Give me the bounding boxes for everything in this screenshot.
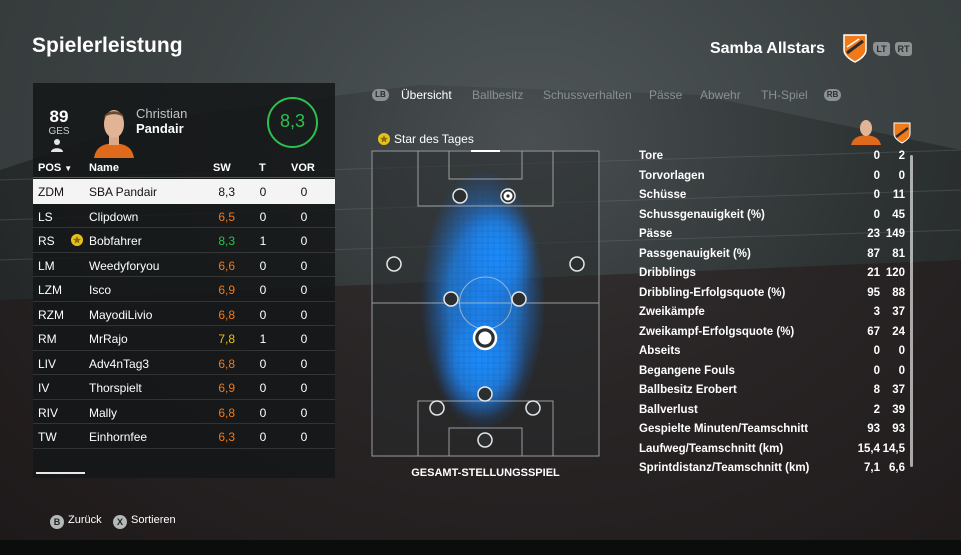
stats-list: Tore 0 2 Torvorlagen 0 0 Schüsse 0 11 Schussge… (639, 147, 909, 479)
stat-row: Ballverlust 2 39 (639, 403, 905, 416)
sort-label: Sortieren (131, 514, 176, 526)
column-vor[interactable]: VOR (291, 162, 315, 174)
lt-button[interactable]: LT (873, 42, 890, 56)
club-crest-icon (843, 34, 867, 63)
player-markers (386, 188, 585, 448)
marker-liv (429, 400, 445, 416)
bottom-band (0, 540, 961, 555)
player-photo (94, 110, 134, 158)
table-row[interactable]: RZM MayodiLivio 6,8 0 0 (33, 302, 335, 326)
table-row[interactable]: RIV Mally 6,8 0 0 (33, 400, 335, 424)
positioning-heatmap (371, 150, 600, 457)
tab-ballbesitz[interactable]: Ballbesitz (472, 88, 524, 102)
column-name[interactable]: Name (89, 162, 119, 174)
stat-row: Sprintdistanz/Teamschnitt (km) 7,1 6,6 (639, 462, 905, 474)
table-row[interactable]: LS Clipdown 6,5 0 0 (33, 204, 335, 228)
stat-row: Zweikämpfe 3 37 (639, 306, 905, 318)
marker-rm (569, 256, 585, 272)
table-row[interactable]: TW Einhornfee 6,3 0 0 (33, 424, 335, 449)
marker-tw (477, 432, 493, 448)
marker-iv (477, 386, 493, 402)
star-of-day: Star des Tages (378, 132, 474, 146)
tab-uebersicht[interactable]: Übersicht (401, 88, 452, 102)
team-name: Samba Allstars (709, 40, 825, 57)
overall-label: GES (48, 126, 70, 137)
player-first-name: Christian (136, 106, 188, 121)
table-row[interactable]: RS Bobfahrer 8,3 1 0 (33, 228, 335, 253)
star-of-day-label: Star des Tages (394, 132, 474, 146)
table-scroll-indicator (36, 472, 85, 474)
table-header: POS ▼ Name SW T VOR (33, 158, 335, 178)
table-row[interactable]: LM Weedyforyou 6,6 0 0 (33, 253, 335, 277)
table-row[interactable]: RM MrRajo 7,8 1 0 (33, 326, 335, 351)
sort-arrow-icon: ▼ (64, 164, 73, 173)
stat-row: Laufweg/Teamschnitt (km) 15,4 14,5 (639, 442, 905, 455)
marker-riv (525, 400, 541, 416)
tab-paesse[interactable]: Pässe (649, 88, 683, 102)
match-rating: 8,3 (279, 111, 306, 131)
overall-value: 89 (49, 107, 69, 126)
lb-button[interactable]: LB (372, 89, 389, 101)
marker-ls (452, 188, 468, 204)
marker-lzm (443, 291, 459, 307)
stat-row: Abseits 0 0 (639, 345, 905, 357)
stat-row: Tore 0 2 (639, 150, 905, 162)
stat-row: Zweikampf-Erfolgsquote (%) 67 24 (639, 325, 905, 338)
table-row[interactable]: LIV Adv4nTag3 6,8 0 0 (33, 351, 335, 375)
sort-button[interactable]: X Sortieren (113, 514, 176, 529)
back-label: Zurück (68, 514, 102, 526)
x-key-icon: X (113, 515, 127, 529)
back-button[interactable]: B Zurück (50, 514, 102, 529)
player-panel (33, 83, 335, 478)
column-pos[interactable]: POS ▼ (38, 162, 73, 174)
player-last-name: Pandair (136, 121, 184, 136)
stat-row: Pässe 23 149 (639, 228, 905, 240)
table-row[interactable]: ZDM SBA Pandair 8,3 0 0 (33, 179, 335, 204)
tab-schussverhalten[interactable]: Schussverhalten (543, 88, 632, 102)
stat-row: Schüsse 0 11 (639, 189, 905, 201)
stat-row: Dribblings 21 120 (639, 267, 905, 279)
overall-rating: 89 GES (47, 107, 71, 137)
rating-ring (267, 97, 318, 148)
marker-rzm (511, 291, 527, 307)
heatmap-caption: GESAMT-STELLUNGSSPIEL (411, 467, 560, 479)
stat-row: Ballbesitz Erobert 8 37 (639, 384, 905, 396)
star-of-day-icon (71, 234, 83, 246)
table-row[interactable]: IV Thorspielt 6,9 0 0 (33, 375, 335, 400)
table-row[interactable]: LZM Isco 6,9 0 0 (33, 277, 335, 302)
stat-row: Schussgenauigkeit (%) 0 45 (639, 208, 905, 221)
player-table: ZDM SBA Pandair 8,3 0 0 LS Clipdown 6,5 0 0 RS Bo… (33, 179, 335, 449)
rb-button[interactable]: RB (824, 89, 841, 101)
tab-th-spiel[interactable]: TH-Spiel (761, 88, 808, 102)
rt-button[interactable]: RT (895, 42, 912, 56)
player-head-icon (851, 120, 881, 145)
column-sw[interactable]: SW (213, 162, 231, 174)
stat-row: Gespielte Minuten/Teamschnitt 93 93 (639, 423, 905, 435)
team-crest-icon (893, 122, 911, 144)
tab-abwehr[interactable]: Abwehr (700, 88, 741, 102)
b-key-icon: B (50, 515, 64, 529)
stat-row: Dribbling-Erfolgsquote (%) 95 88 (639, 286, 905, 299)
stats-scrollbar-thumb[interactable] (910, 155, 913, 467)
star-of-day-icon (378, 133, 390, 145)
marker-selected-player (472, 325, 498, 351)
stat-row: Passgenauigkeit (%) 87 81 (639, 247, 905, 260)
marker-lm (386, 256, 402, 272)
column-t[interactable]: T (259, 162, 266, 174)
page-title: Spielerleistung (32, 34, 183, 57)
stat-row: Torvorlagen 0 0 (639, 169, 905, 182)
person-icon (51, 139, 63, 152)
stat-row: Begangene Fouls 0 0 (639, 364, 905, 377)
heat-zones (421, 170, 545, 430)
player-name: Christian Pandair (136, 106, 187, 136)
marker-rs-ball-icon (500, 188, 516, 204)
